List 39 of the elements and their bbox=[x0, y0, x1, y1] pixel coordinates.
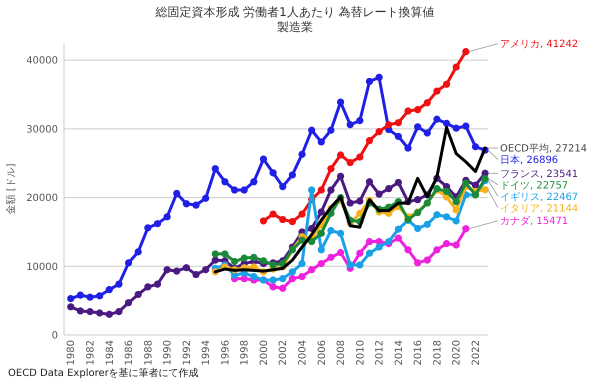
y-tick-label: 0 bbox=[52, 330, 58, 342]
data-label: フランス, 23541 bbox=[500, 168, 578, 180]
chart-title: 総固定資本形成 労働者1人あたり 為替レート換算値 bbox=[154, 5, 435, 19]
x-tick-label: 1992 bbox=[182, 340, 193, 366]
x-tick-label: 1998 bbox=[240, 340, 251, 366]
data-label: ドイツ, 22757 bbox=[500, 180, 568, 192]
data-label: カナダ, 15471 bbox=[500, 215, 568, 228]
x-tick-label: 2000 bbox=[258, 340, 270, 366]
chart-subtitle: 製造業 bbox=[277, 20, 313, 34]
x-tick-label: 2016 bbox=[413, 340, 424, 366]
x-tick-label: 2014 bbox=[394, 340, 405, 366]
x-tick-label: 2012 bbox=[374, 340, 386, 366]
x-tick-label: 2002 bbox=[278, 340, 290, 366]
x-tick-label: 1984 bbox=[104, 340, 116, 366]
data-label: OECD平均, 27214 bbox=[500, 142, 588, 155]
x-tick-label: 2020 bbox=[452, 340, 463, 366]
x-tick-label: 2008 bbox=[336, 340, 348, 366]
x-tick-label: 1994 bbox=[201, 340, 212, 366]
x-tick-label: 1986 bbox=[124, 340, 136, 366]
data-label: イタリア, 21144 bbox=[500, 203, 578, 214]
x-tick-label: 1988 bbox=[143, 340, 154, 366]
x-tick-label: 1996 bbox=[220, 340, 232, 366]
x-tick-label: 1982 bbox=[86, 340, 97, 366]
x-tick-label: 2006 bbox=[316, 340, 328, 366]
x-tick-label: 1990 bbox=[162, 340, 174, 366]
y-tick-label: 40000 bbox=[26, 56, 58, 67]
x-tick-label: 1980 bbox=[66, 340, 78, 366]
x-tick-label: 2022 bbox=[470, 340, 482, 366]
y-tick-label: 20000 bbox=[26, 193, 58, 204]
y-axis-title: 金額 [ドル] bbox=[5, 163, 17, 214]
y-tick-label: 10000 bbox=[26, 262, 58, 273]
data-label: アメリカ, 41242 bbox=[500, 39, 578, 50]
x-tick-label: 2010 bbox=[355, 340, 366, 366]
x-tick-label: 2018 bbox=[432, 340, 444, 366]
data-label: 日本, 26896 bbox=[500, 154, 558, 166]
data-label: イギリス, 22467 bbox=[500, 190, 578, 203]
text: OECD Data Explorerを基に筆者にて作成 bbox=[8, 367, 199, 379]
y-tick-label: 30000 bbox=[26, 124, 58, 136]
x-tick-label: 2004 bbox=[298, 340, 309, 366]
